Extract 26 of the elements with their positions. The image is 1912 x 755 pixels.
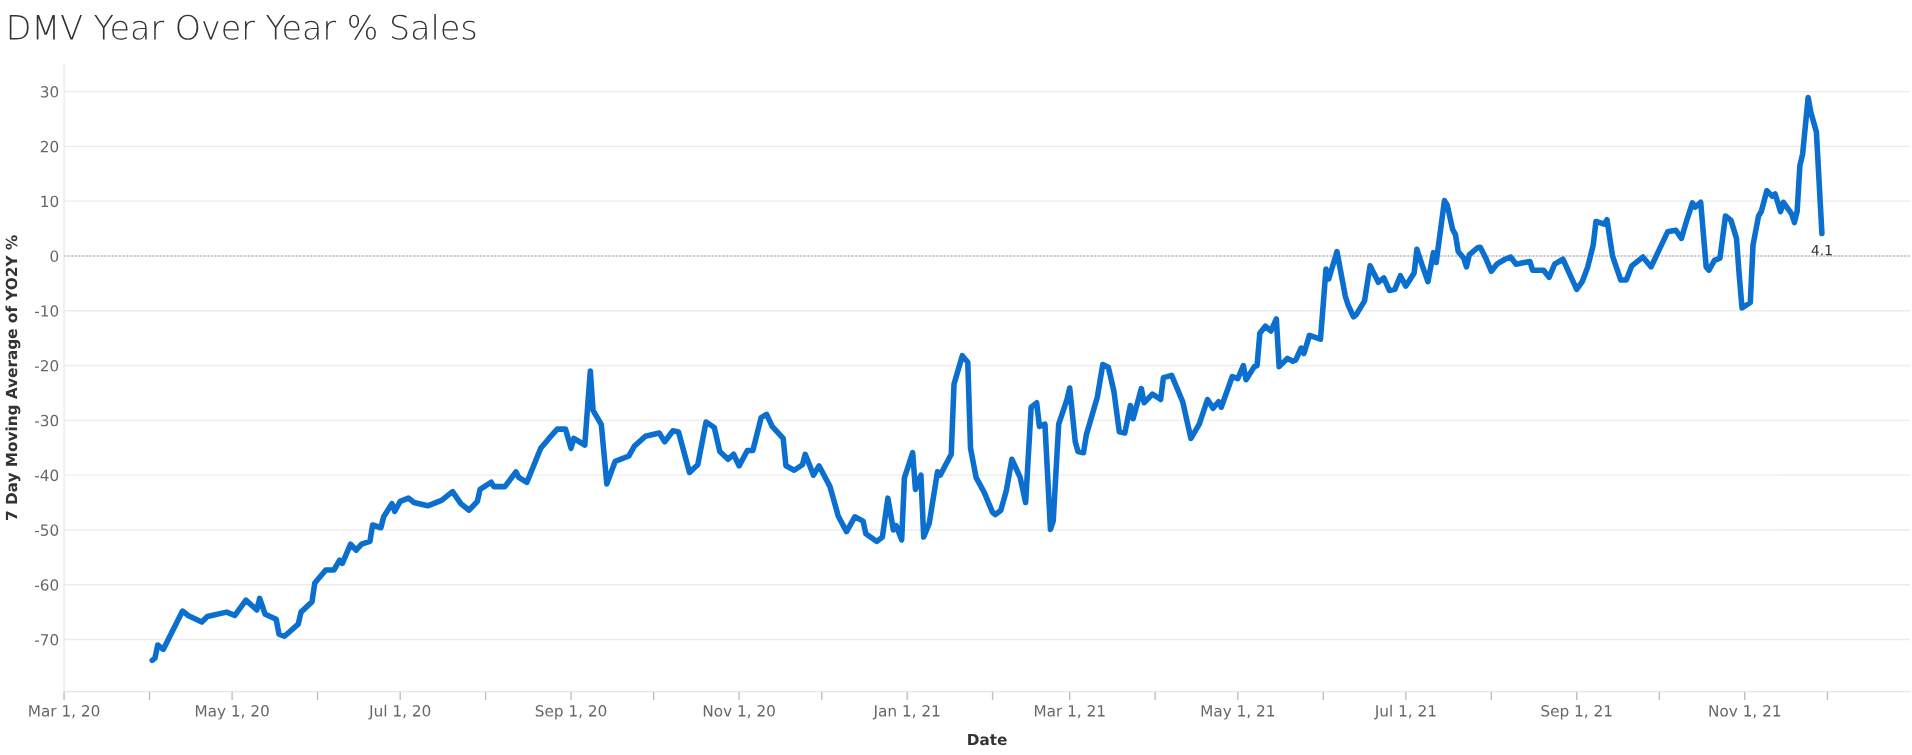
y-tick-label: -50 <box>34 524 59 536</box>
x-tick-label: Jan 1, 21 <box>872 705 940 720</box>
y-tick-label: -30 <box>34 414 59 427</box>
y-tick-label: 30 <box>40 86 59 98</box>
x-tick-label: Jul 1, 20 <box>368 704 431 720</box>
x-axis-title: Date <box>968 733 1007 746</box>
y-tick-label: 20 <box>40 140 59 153</box>
y-tick-label: 0 <box>50 250 59 262</box>
y-tick-label: -10 <box>34 305 59 317</box>
y-tick-label: -40 <box>34 469 59 482</box>
y-tick-label: -70 <box>34 633 59 646</box>
x-tick-label: May 1, 21 <box>1201 705 1275 720</box>
annotation: 4.1 <box>1811 245 1832 256</box>
x-tick-label: Jul 1, 21 <box>1374 704 1436 720</box>
x-tick-label: Sep 1, 20 <box>535 705 607 720</box>
x-tick-label: Sep 1, 21 <box>1541 705 1612 720</box>
y-tick-label: -60 <box>34 579 59 591</box>
chart-title: DMV Year Over Year % Sales <box>9 14 476 40</box>
x-tick-label: May 1, 20 <box>195 705 269 720</box>
y-axis-title: 7 Day Moving Average of YO2Y % <box>5 235 21 520</box>
x-tick-label: Nov 1, 20 <box>703 705 775 719</box>
x-tick-label: Mar 1, 20 <box>29 705 100 719</box>
x-tick-label: Nov 1, 21 <box>1709 705 1781 719</box>
x-tick-label: Mar 1, 21 <box>1034 705 1105 719</box>
y-tick-label: 10 <box>41 195 59 208</box>
y-tick-label: -20 <box>34 360 59 372</box>
